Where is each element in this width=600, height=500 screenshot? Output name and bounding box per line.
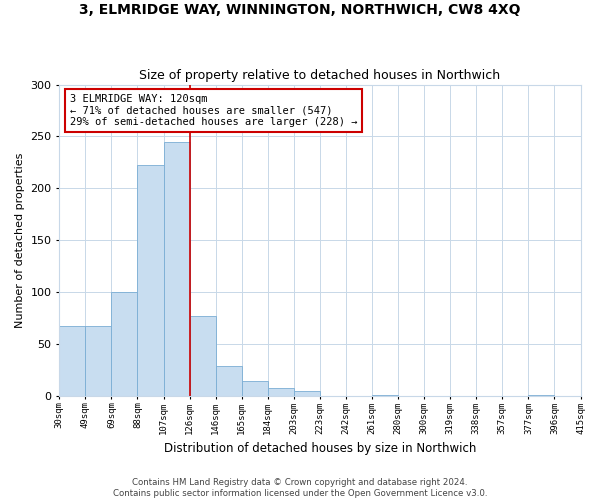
Bar <box>529 395 554 396</box>
Bar <box>215 366 242 396</box>
Bar <box>190 316 215 396</box>
Bar <box>242 382 268 396</box>
Bar <box>268 388 294 396</box>
Bar <box>112 292 137 396</box>
Bar <box>294 390 320 396</box>
Bar <box>59 326 85 396</box>
Text: 3 ELMRIDGE WAY: 120sqm
← 71% of detached houses are smaller (547)
29% of semi-de: 3 ELMRIDGE WAY: 120sqm ← 71% of detached… <box>70 94 357 127</box>
Title: Size of property relative to detached houses in Northwich: Size of property relative to detached ho… <box>139 69 500 82</box>
Bar <box>137 166 164 396</box>
Y-axis label: Number of detached properties: Number of detached properties <box>15 152 25 328</box>
Bar <box>85 326 112 396</box>
X-axis label: Distribution of detached houses by size in Northwich: Distribution of detached houses by size … <box>164 442 476 455</box>
Bar <box>164 142 190 396</box>
Text: 3, ELMRIDGE WAY, WINNINGTON, NORTHWICH, CW8 4XQ: 3, ELMRIDGE WAY, WINNINGTON, NORTHWICH, … <box>79 2 521 16</box>
Bar <box>372 395 398 396</box>
Text: Contains HM Land Registry data © Crown copyright and database right 2024.
Contai: Contains HM Land Registry data © Crown c… <box>113 478 487 498</box>
